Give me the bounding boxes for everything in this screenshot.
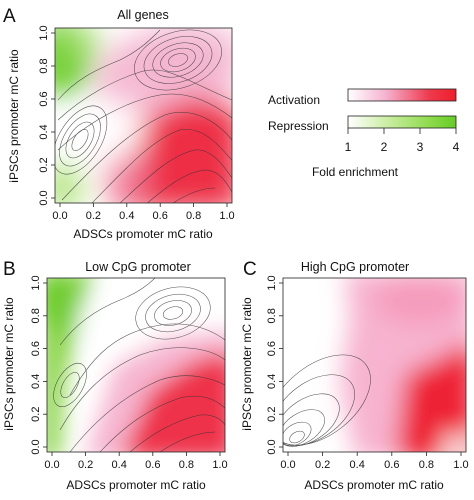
y-tick-label: 0.0 xyxy=(38,190,50,205)
y-axis: 0.0 0.2 0.4 0.6 0.8 1.0 xyxy=(38,25,55,206)
x-tick-label: 0.8 xyxy=(179,459,194,471)
plot-frame xyxy=(282,277,467,453)
y-tick-label: 1.0 xyxy=(266,275,278,290)
neutral-band xyxy=(80,285,160,355)
x-axis: 0.0 0.2 0.4 0.6 0.8 1.0 xyxy=(44,452,228,471)
y-tick-label: 0.6 xyxy=(38,91,50,106)
y-axis-label: iPSCs promoter mC ratio xyxy=(240,297,254,431)
density-contours xyxy=(55,29,232,203)
x-tick-label: 0.4 xyxy=(350,459,365,471)
repression-region xyxy=(47,278,75,330)
y-tick-label: 0.2 xyxy=(266,407,278,422)
x-tick-label: 0.2 xyxy=(315,459,330,471)
x-tick-label: 1.0 xyxy=(453,459,468,471)
legend-scale-label: Fold enrichment xyxy=(312,165,399,179)
heatmap-field xyxy=(55,28,232,203)
legend-tick-label: 4 xyxy=(453,140,460,154)
y-tick-label: 0.4 xyxy=(30,374,42,389)
activation-region xyxy=(395,344,466,452)
panel-letter: A xyxy=(3,6,16,27)
x-tick-label: 0.4 xyxy=(112,459,127,471)
x-tick-label: 0.0 xyxy=(280,459,295,471)
y-tick-label: 0.2 xyxy=(38,157,50,172)
y-axis: 0.0 0.2 0.4 0.6 0.8 1.0 xyxy=(30,275,47,455)
y-tick-label: 0.8 xyxy=(38,58,50,73)
x-axis: 0.0 0.2 0.4 0.6 0.8 1.0 xyxy=(52,203,235,222)
y-axis: 0.0 0.2 0.4 0.6 0.8 1.0 xyxy=(266,275,283,455)
density-contours xyxy=(283,354,371,447)
repression-colorbar xyxy=(347,115,457,129)
x-tick-label: 0.6 xyxy=(153,210,168,222)
x-axis-label: ADSCs promoter mC ratio xyxy=(73,227,213,241)
y-tick-label: 0.0 xyxy=(30,439,42,454)
x-axis-label: ADSCs promoter mC ratio xyxy=(66,478,206,492)
heatmap-field xyxy=(47,278,225,452)
y-axis-label: iPSCs promoter mC ratio xyxy=(7,49,21,183)
x-tick-label: 0.2 xyxy=(78,459,93,471)
y-tick-label: 1.0 xyxy=(30,275,42,290)
panel-letter: B xyxy=(3,259,16,280)
x-tick-label: 0.0 xyxy=(52,210,67,222)
panel-title: All genes xyxy=(117,8,168,22)
x-tick-label: 1.0 xyxy=(212,459,227,471)
legend-ticks: 1 2 3 4 xyxy=(345,128,460,154)
panel-c: C High CpG promoter 0.0 0.2 0.4 0.6 0.8 1.0 0… xyxy=(240,259,469,492)
y-tick-label: 0.6 xyxy=(266,341,278,356)
legend-tick-label: 2 xyxy=(381,140,388,154)
y-axis-label: iPSCs promoter mC ratio xyxy=(2,297,16,431)
legend-repression-label: Repression xyxy=(268,119,329,133)
density-contours xyxy=(53,278,225,452)
x-tick-label: 0.8 xyxy=(419,459,434,471)
y-tick-label: 0.2 xyxy=(30,407,42,422)
x-tick-label: 0.0 xyxy=(44,459,59,471)
panel-title: High CpG promoter xyxy=(301,260,409,274)
plot-frame xyxy=(54,27,233,204)
y-tick-label: 0.4 xyxy=(266,374,278,389)
y-tick-label: 0.4 xyxy=(38,124,50,139)
x-axis: 0.0 0.2 0.4 0.6 0.8 1.0 xyxy=(280,452,469,471)
panel-title: Low CpG promoter xyxy=(85,260,191,274)
x-tick-label: 0.6 xyxy=(145,459,160,471)
y-tick-label: 0.8 xyxy=(30,308,42,323)
panel-a: A All genes xyxy=(3,6,235,241)
activation-region xyxy=(375,278,465,325)
legend: Activation Repression 1 2 3 4 Fold enrichme… xyxy=(268,88,460,179)
y-tick-label: 0.0 xyxy=(266,439,278,454)
activation-colorbar xyxy=(347,88,457,102)
neutral-band xyxy=(65,100,145,160)
legend-activation-label: Activation xyxy=(268,93,320,107)
y-tick-label: 0.6 xyxy=(30,341,42,356)
x-axis-label: ADSCs promoter mC ratio xyxy=(304,478,444,492)
repression-region xyxy=(58,28,102,56)
panel-b: B Low CpG promoter xyxy=(2,259,228,492)
legend-tick-label: 3 xyxy=(417,140,424,154)
neutral-band xyxy=(443,435,466,452)
repression-region xyxy=(55,162,84,203)
activation-region xyxy=(123,352,225,452)
legend-tick-label: 1 xyxy=(345,140,352,154)
x-tick-label: 0.4 xyxy=(119,210,134,222)
x-tick-label: 1.0 xyxy=(219,210,234,222)
y-tick-label: 0.8 xyxy=(266,308,278,323)
x-tick-label: 0.2 xyxy=(86,210,101,222)
x-tick-label: 0.6 xyxy=(384,459,399,471)
heatmap-field xyxy=(283,278,466,452)
y-tick-label: 1.0 xyxy=(38,25,50,40)
x-tick-label: 0.8 xyxy=(186,210,201,222)
panel-letter: C xyxy=(243,259,257,280)
plot-frame xyxy=(46,277,226,453)
